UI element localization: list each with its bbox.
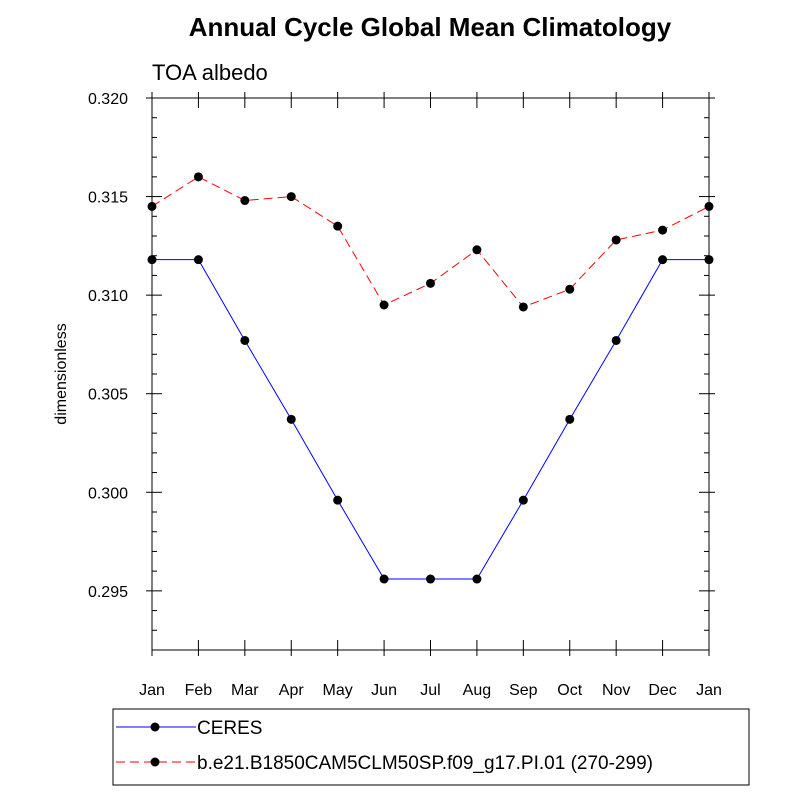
series-1-point xyxy=(240,196,250,206)
axis-ticks xyxy=(146,92,715,656)
y-tick-label: 0.295 xyxy=(88,584,128,601)
series-0-point xyxy=(193,255,203,265)
series-0-point xyxy=(333,495,343,505)
y-tick-label: 0.300 xyxy=(88,485,128,502)
legend-box xyxy=(112,708,750,786)
series-0-point xyxy=(379,574,389,584)
y-tick-label: 0.320 xyxy=(88,91,128,108)
x-tick-label: Nov xyxy=(602,682,630,699)
series-0-point xyxy=(611,335,621,345)
series-1-point xyxy=(565,284,575,294)
series-1-point xyxy=(333,221,343,231)
chart-title: Annual Cycle Global Mean Climatology xyxy=(189,12,672,42)
series-1-point xyxy=(518,302,528,312)
series-1-point xyxy=(426,278,435,288)
series-0-point xyxy=(565,414,575,424)
x-tick-label: Jul xyxy=(420,682,440,699)
chart-subtitle: TOA albedo xyxy=(152,60,268,85)
series-0-point xyxy=(286,414,296,424)
series-0-point xyxy=(658,255,668,265)
series-1-point xyxy=(147,201,157,211)
x-tick-labels: Jan Feb Mar Apr May Jun Jul Aug Sep Oct Nov Dec Jan xyxy=(139,682,722,699)
x-tick-label: Sep xyxy=(509,682,538,699)
series-1-point xyxy=(611,235,621,245)
legend-label-1: b.e21.B1850CAM5CLM50SP.f09_g17.PI.01 (27… xyxy=(197,753,653,774)
series-1-point xyxy=(286,192,296,202)
series-points xyxy=(147,172,714,584)
y-axis-label: dimensionless xyxy=(53,323,70,424)
series-line-0 xyxy=(152,259,709,580)
x-tick-label: Dec xyxy=(648,682,676,699)
series-0-point xyxy=(240,335,250,345)
series-1-point xyxy=(379,300,389,310)
series-1-point xyxy=(472,245,482,255)
series-0-point xyxy=(518,495,528,505)
series-1-point xyxy=(704,201,714,211)
x-tick-label: Apr xyxy=(279,682,305,699)
series-0-point xyxy=(426,574,435,584)
x-tick-label: Jun xyxy=(371,682,397,699)
x-tick-label: Oct xyxy=(557,682,582,699)
legend: CERES b.e21.B1850CAM5CLM50SP.f09_g17.PI.0… xyxy=(116,718,653,774)
legend-marker-0 xyxy=(150,722,160,732)
y-tick-labels: 0.295 0.300 0.305 0.310 0.315 0.320 xyxy=(88,91,128,601)
y-tick-label: 0.310 xyxy=(88,288,128,305)
y-tick-label: 0.305 xyxy=(88,387,128,404)
series-1-point xyxy=(658,225,668,235)
x-tick-label: Jan xyxy=(139,682,165,699)
series-0-point xyxy=(704,255,714,265)
legend-label-0: CERES xyxy=(197,718,262,739)
x-tick-label: Feb xyxy=(185,682,213,699)
x-tick-label: Mar xyxy=(231,682,259,699)
series-0-point xyxy=(472,574,482,584)
x-tick-label: Jan xyxy=(696,682,722,699)
x-tick-label: May xyxy=(323,682,353,699)
x-tick-label: Aug xyxy=(463,682,491,699)
series-1-point xyxy=(193,172,203,182)
series-lines xyxy=(151,176,710,580)
y-tick-label: 0.315 xyxy=(88,190,128,207)
series-0-point xyxy=(147,255,157,265)
plot-frame xyxy=(151,97,710,651)
legend-marker-1 xyxy=(150,757,160,767)
